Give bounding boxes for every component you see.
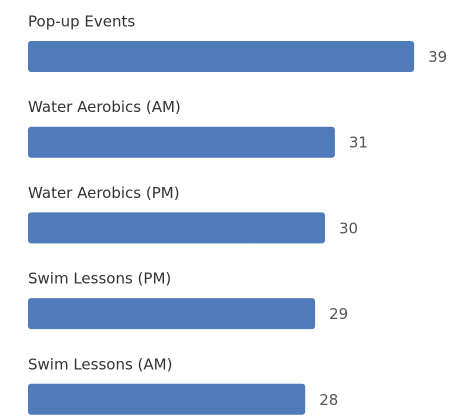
category-label: Pop-up Events: [28, 13, 135, 31]
value-label: 30: [339, 219, 358, 237]
value-label: 29: [329, 305, 348, 323]
value-label: 31: [349, 134, 368, 152]
bar: [28, 298, 316, 330]
value-label: 28: [319, 391, 338, 409]
category-label: Water Aerobics (PM): [28, 184, 180, 202]
value-label: 39: [428, 48, 447, 66]
bar: [28, 212, 325, 244]
category-label: Swim Lessons (PM): [28, 270, 171, 288]
bar: [28, 126, 335, 158]
category-label: Water Aerobics (AM): [28, 98, 181, 116]
bar: [28, 383, 306, 415]
bar: [28, 41, 415, 72]
category-label: Swim Lessons (AM): [28, 355, 172, 373]
